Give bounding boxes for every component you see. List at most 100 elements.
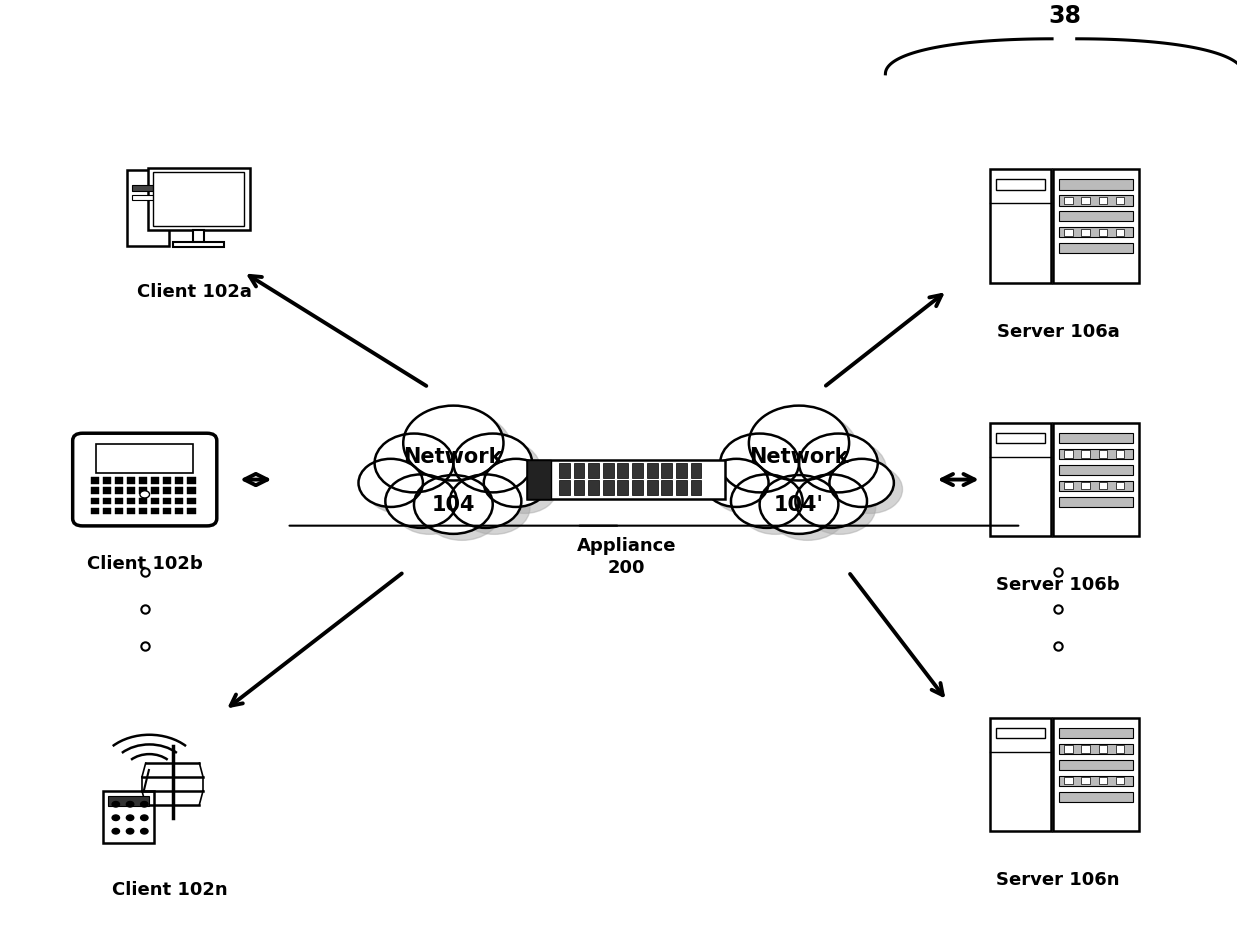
Bar: [175, 498, 184, 504]
Text: Server 106n: Server 106n: [997, 871, 1120, 889]
Circle shape: [484, 459, 548, 507]
Bar: [1059, 775, 1133, 786]
Bar: [1116, 197, 1125, 204]
Bar: [103, 508, 112, 515]
Bar: [1064, 483, 1073, 489]
Bar: [618, 481, 629, 495]
Circle shape: [799, 433, 878, 492]
Circle shape: [386, 474, 456, 528]
Bar: [661, 463, 672, 478]
Bar: [996, 179, 1045, 190]
Circle shape: [140, 801, 148, 807]
Bar: [1116, 777, 1125, 784]
Bar: [187, 498, 196, 504]
Text: Network: Network: [749, 447, 848, 466]
Bar: [1081, 777, 1090, 784]
Bar: [103, 478, 112, 483]
Bar: [126, 498, 135, 504]
Bar: [162, 478, 171, 483]
Bar: [1081, 450, 1090, 458]
Circle shape: [414, 475, 492, 534]
Circle shape: [403, 406, 503, 481]
Bar: [139, 508, 148, 515]
Bar: [559, 463, 570, 478]
Bar: [139, 498, 148, 504]
Bar: [1053, 718, 1140, 831]
Circle shape: [795, 474, 867, 528]
Circle shape: [374, 433, 454, 492]
Circle shape: [112, 815, 119, 821]
Bar: [1116, 228, 1125, 236]
Circle shape: [454, 433, 532, 492]
Bar: [661, 481, 672, 495]
Bar: [527, 460, 725, 500]
Bar: [1064, 777, 1073, 784]
Circle shape: [412, 412, 512, 487]
Text: Client 102n: Client 102n: [112, 881, 227, 899]
Bar: [1099, 483, 1107, 489]
Circle shape: [394, 481, 465, 535]
Bar: [91, 498, 99, 504]
Text: Appliance
200: Appliance 200: [577, 537, 676, 577]
Bar: [1059, 211, 1133, 222]
Bar: [139, 487, 148, 494]
Bar: [676, 481, 687, 495]
Bar: [691, 481, 702, 495]
Bar: [1053, 423, 1140, 537]
Bar: [574, 463, 584, 478]
Circle shape: [807, 440, 887, 499]
Bar: [1059, 465, 1133, 475]
Bar: [114, 487, 123, 494]
Bar: [103, 498, 112, 504]
Circle shape: [804, 481, 875, 535]
Circle shape: [760, 475, 838, 534]
Bar: [1064, 197, 1073, 204]
Bar: [162, 498, 171, 504]
Bar: [126, 508, 135, 515]
Bar: [632, 481, 644, 495]
Bar: [990, 718, 1050, 831]
Circle shape: [463, 440, 541, 499]
Bar: [187, 478, 196, 483]
Circle shape: [838, 465, 903, 514]
FancyBboxPatch shape: [73, 433, 217, 526]
Bar: [1059, 497, 1133, 507]
Bar: [1059, 195, 1133, 206]
Circle shape: [112, 801, 119, 807]
Circle shape: [140, 491, 150, 498]
Circle shape: [739, 481, 811, 535]
Circle shape: [749, 406, 849, 481]
Bar: [1064, 450, 1073, 458]
Circle shape: [459, 481, 529, 535]
Bar: [1059, 179, 1133, 190]
Bar: [1099, 228, 1107, 236]
Circle shape: [140, 815, 148, 821]
Text: 104': 104': [774, 496, 823, 516]
Bar: [1059, 433, 1133, 444]
Circle shape: [367, 465, 432, 514]
Bar: [114, 498, 123, 504]
Text: Server 106a: Server 106a: [997, 323, 1120, 341]
Bar: [133, 194, 164, 200]
Bar: [162, 487, 171, 494]
Text: 38: 38: [1048, 4, 1081, 27]
Bar: [676, 463, 687, 478]
Bar: [1116, 450, 1125, 458]
Text: 104: 104: [432, 496, 475, 516]
Bar: [1099, 197, 1107, 204]
Bar: [1064, 228, 1073, 236]
Bar: [151, 508, 160, 515]
Bar: [162, 508, 171, 515]
Circle shape: [383, 440, 463, 499]
Circle shape: [704, 459, 769, 507]
Bar: [691, 463, 702, 478]
Circle shape: [830, 459, 894, 507]
Bar: [175, 487, 184, 494]
Circle shape: [126, 801, 134, 807]
Text: Client 102a: Client 102a: [136, 283, 252, 301]
Bar: [128, 170, 169, 246]
Bar: [990, 423, 1050, 537]
Bar: [1116, 745, 1125, 753]
Circle shape: [126, 829, 134, 834]
Bar: [1081, 483, 1090, 489]
